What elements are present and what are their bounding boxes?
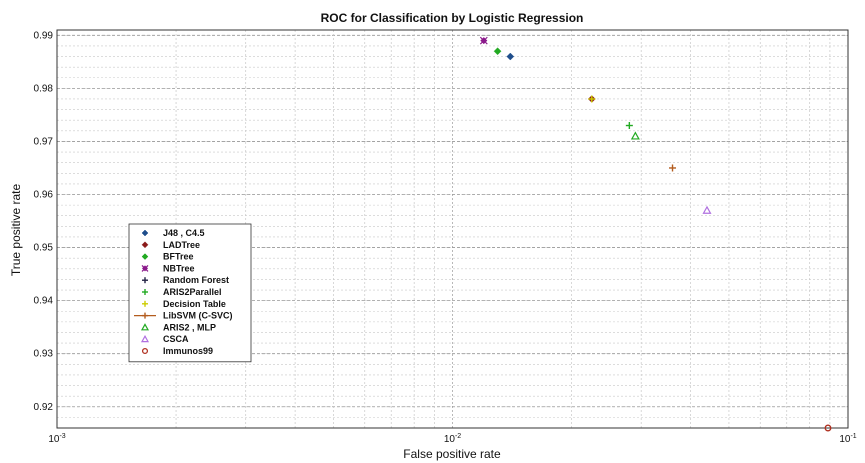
y-axis-label: True positive rate xyxy=(9,184,23,277)
data-point-2-0 xyxy=(493,47,502,56)
y-tick-label: 0.99 xyxy=(34,30,54,41)
legend-label: NBTree xyxy=(163,263,195,273)
legend-item: Immunos99 xyxy=(141,346,213,356)
y-tick-label: 0.95 xyxy=(34,243,54,254)
y-tick-label: 0.96 xyxy=(34,190,54,201)
x-tick-label: 10-2 xyxy=(444,433,461,445)
legend-label: J48 , C4.5 xyxy=(163,228,205,238)
legend-marker xyxy=(142,277,148,284)
legend-marker xyxy=(141,253,149,260)
legend-marker xyxy=(141,264,149,272)
legend-label: LibSVM (C-SVC) xyxy=(163,311,233,321)
axis-ticks: 0.92 0.93 0.94 0.95 0.96 0.97 0.98 0.99 10-3 10-2… xyxy=(34,30,857,445)
legend-item: Random Forest xyxy=(142,275,229,285)
legend-item: ARIS2 , MLP xyxy=(140,322,216,332)
legend-label: CSCA xyxy=(163,334,189,344)
legend-label: ARIS2Parallel xyxy=(163,287,222,297)
legend-marker xyxy=(141,347,149,355)
data-points xyxy=(479,36,832,432)
legend-marker xyxy=(140,323,150,331)
legend-label: Immunos99 xyxy=(163,346,213,356)
legend-marker xyxy=(140,334,150,343)
legend-label: LADTree xyxy=(163,240,200,250)
plot-frame xyxy=(56,29,849,429)
y-tick-label: 0.98 xyxy=(34,83,54,94)
data-point-7-0 xyxy=(669,164,677,172)
legend-item: BFTree xyxy=(141,252,194,262)
legend-marker xyxy=(142,312,148,319)
legend-label: ARIS2 , MLP xyxy=(163,322,216,332)
data-point-8-0 xyxy=(630,131,640,140)
legend-item: ARIS2Parallel xyxy=(142,287,222,297)
data-point-10-0 xyxy=(824,424,832,432)
legend-marker xyxy=(141,229,149,237)
legend-item: NBTree xyxy=(141,263,195,273)
x-axis-label: False positive rate xyxy=(403,447,501,461)
data-point-9-0 xyxy=(702,205,712,214)
legend-marker xyxy=(142,289,148,295)
data-point-0-0 xyxy=(506,52,515,61)
legend-label: Random Forest xyxy=(163,275,229,285)
legend-item: LADTree xyxy=(141,240,200,250)
chart-title: ROC for Classification by Logistic Regre… xyxy=(321,11,584,25)
data-point-6-0 xyxy=(588,95,596,103)
legend-label: BFTree xyxy=(163,252,194,262)
y-tick-label: 0.94 xyxy=(34,296,54,307)
legend-item: Decision Table xyxy=(142,299,226,309)
y-tick-label: 0.93 xyxy=(34,349,54,360)
x-tick-label: 10-3 xyxy=(48,433,65,445)
x-tick-label: 10-1 xyxy=(839,433,856,445)
data-point-5-0 xyxy=(625,122,633,130)
legend-box xyxy=(128,223,252,363)
data-point-3-0 xyxy=(479,36,488,45)
legend-item: J48 , C4.5 xyxy=(141,228,205,238)
legend-marker xyxy=(141,241,149,249)
y-tick-label: 0.97 xyxy=(34,136,54,147)
legend-item: LibSVM (C-SVC) xyxy=(134,311,233,321)
legend-item: CSCA xyxy=(140,334,189,344)
y-tick-label: 0.92 xyxy=(34,402,54,413)
legend-label: Decision Table xyxy=(163,299,226,309)
legend-marker xyxy=(142,300,148,307)
